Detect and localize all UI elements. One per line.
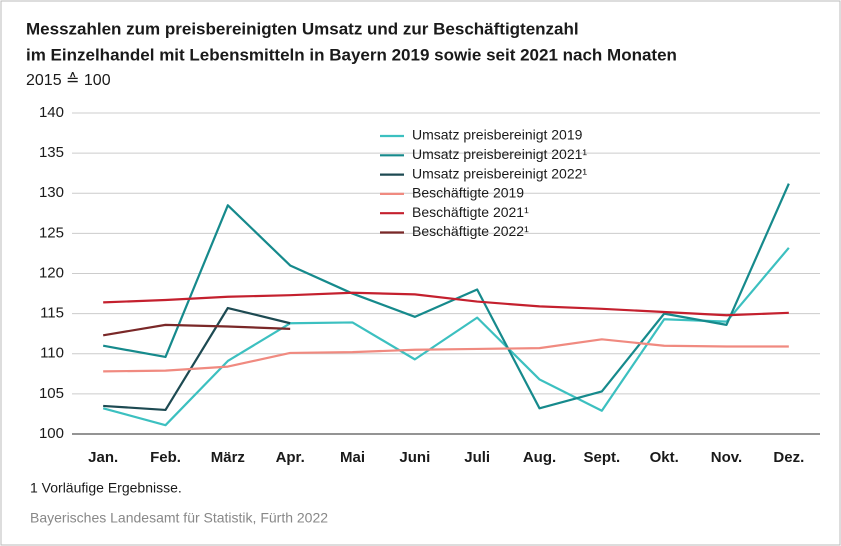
series-line [102,323,291,337]
x-tick-label: Apr. [276,449,305,466]
y-tick-label: 100 [39,425,64,442]
y-tick-label: 120 [39,264,64,281]
x-tick-label: Juli [464,449,490,466]
series-line [103,291,789,317]
x-tick-label: März [211,449,245,466]
legend-label: Umsatz preisbereinigt 2021¹ [412,146,587,162]
subtitle: 2015 ≙ 100 [26,72,111,89]
legend-label: Beschäftigte 2019 [412,185,524,201]
x-tick-label: Sept. [583,449,620,466]
y-tick-label: 140 [39,104,64,121]
series-line [103,338,789,373]
y-tick-label: 125 [39,224,64,241]
series-line [102,247,790,427]
y-tick-label: 110 [40,345,64,362]
x-tick-label: Nov. [711,449,742,466]
chart-title: Messzahlen zum preisbereinigten Umsatz u… [26,19,579,38]
footnote: 1 Vorläufige Ergebnisse. [30,480,182,496]
x-tick-label: Mai [340,449,365,466]
legend-label: Umsatz preisbereinigt 2022¹ [412,165,587,181]
y-tick-label: 135 [39,144,64,161]
legend-label: Beschäftigte 2022¹ [412,223,529,239]
series-line [102,183,790,410]
y-tick-label: 115 [40,305,64,322]
x-tick-label: Aug. [523,449,556,466]
y-tick-label: 130 [39,184,64,201]
x-tick-label: Feb. [150,449,181,466]
y-tick-label: 105 [39,385,64,402]
source: Bayerisches Landesamt für Statistik, Für… [30,510,328,526]
chart-title-line2: im Einzelhandel mit Lebensmitteln in Bay… [26,45,677,64]
series-line [103,306,291,412]
x-tick-label: Juni [399,449,430,466]
x-tick-label: Dez. [773,449,804,466]
legend-label: Umsatz preisbereinigt 2019 [412,127,583,143]
legend-label: Beschäftigte 2021¹ [412,204,529,220]
x-tick-label: Jan. [88,449,118,466]
x-tick-label: Okt. [650,449,679,466]
